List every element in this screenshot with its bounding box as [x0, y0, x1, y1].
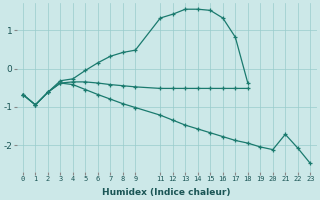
X-axis label: Humidex (Indice chaleur): Humidex (Indice chaleur): [102, 188, 231, 197]
